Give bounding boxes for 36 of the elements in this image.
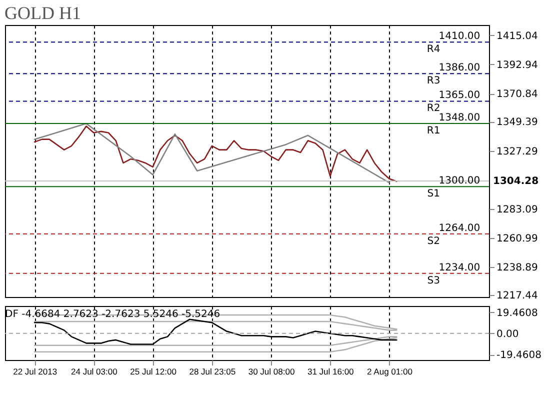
- y-tick-label: 1392.94: [496, 60, 538, 71]
- annotation: 1410.00: [438, 31, 480, 42]
- x-tick-label: 28 Jul 23:05: [189, 366, 236, 376]
- annotation: 1348.00: [438, 112, 480, 124]
- annotation: 1264.00: [438, 222, 480, 234]
- y-tick-label: 1283.09: [496, 204, 538, 216]
- x-tick-label: 24 Jul 03:00: [71, 366, 118, 376]
- x-tick-label: 30 Jul 08:00: [248, 366, 295, 376]
- y-tick-label: 1370.84: [496, 89, 538, 100]
- y-tick-label: 1217.44: [496, 290, 538, 302]
- x-tick-label: 25 Jul 12:00: [130, 366, 177, 376]
- ref-line-label: R1: [426, 126, 440, 137]
- annotation: DF -4.6684 2.7623 -2.7623 5.5246 -5.5246: [5, 309, 220, 320]
- ref-line-label: R3: [426, 76, 440, 87]
- x-tick-label: 31 Jul 16:00: [307, 366, 354, 376]
- y-tick-label: 1415.04: [496, 30, 538, 42]
- annotation: 1234.00: [438, 262, 480, 274]
- y-tick-label: 1349.39: [496, 117, 538, 128]
- y-tick-label: 1260.99: [496, 233, 538, 244]
- ref-line-label: 1304.28: [493, 176, 539, 187]
- ref-line-label: S2: [427, 236, 440, 247]
- x-tick-label: 22 Jul 2013: [13, 366, 58, 376]
- annotation: 1365.00: [438, 90, 480, 102]
- ref-line-label: R2: [426, 103, 440, 114]
- ref-line-label: R4: [426, 44, 440, 56]
- ref-line-label: S3: [427, 275, 440, 286]
- x-tick-label: 2 Aug 01:00: [367, 366, 413, 376]
- annotation: 1386.00: [438, 62, 480, 74]
- y-tick-label: 1238.89: [496, 262, 538, 274]
- y-tick-label: 19.4608: [496, 308, 538, 319]
- y-tick-label: 1327.29: [496, 146, 538, 158]
- chart-title: GOLD H1: [4, 3, 81, 23]
- y-tick-label: 0.00: [496, 328, 519, 340]
- ref-line-label: S1: [427, 188, 440, 200]
- y-tick-label: -19.4608: [496, 350, 542, 362]
- annotation: 1300.00: [438, 176, 480, 187]
